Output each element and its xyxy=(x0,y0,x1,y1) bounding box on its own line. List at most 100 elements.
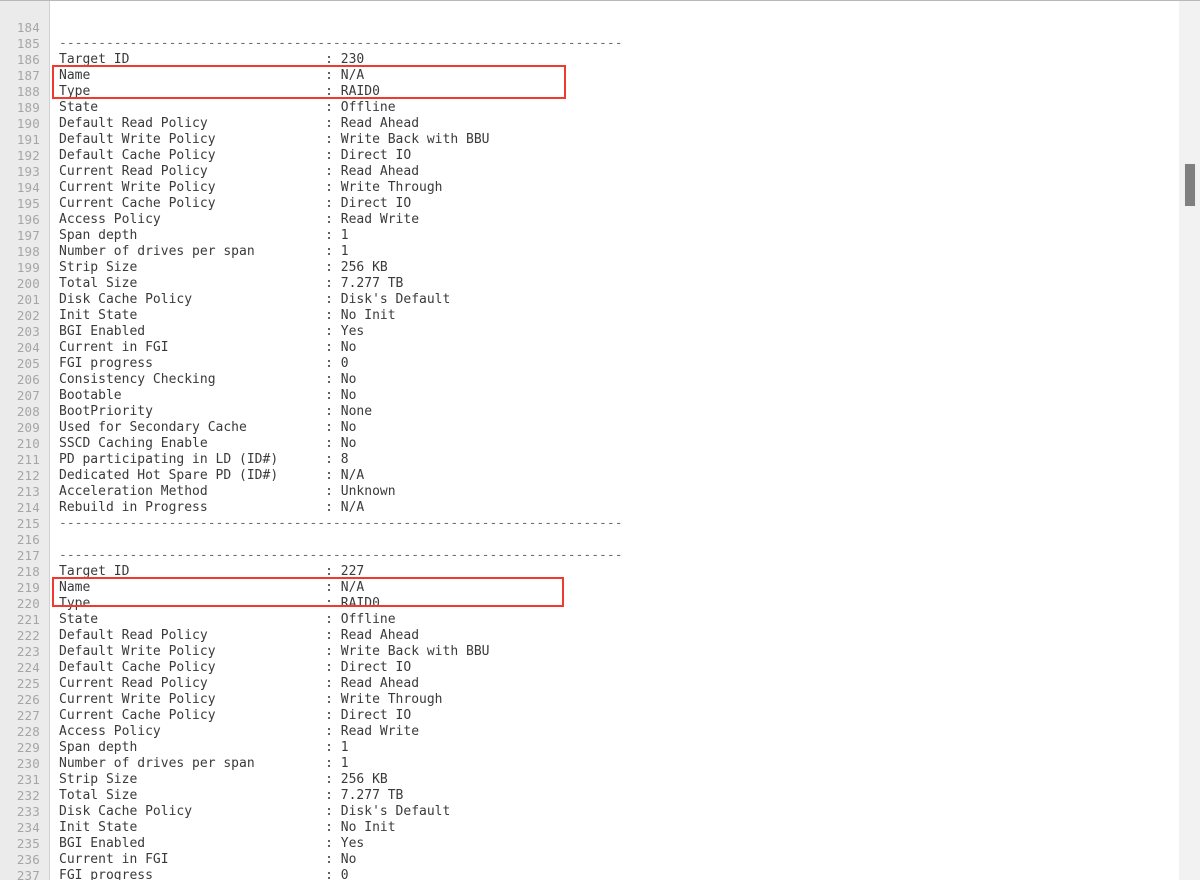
line-number: 186 xyxy=(16,52,40,67)
code-line[interactable]: Current Read Policy : Read Ahead xyxy=(59,164,420,179)
code-line[interactable]: Current in FGI : No xyxy=(59,340,357,355)
line-number-gutter: 184 185 186 187 188 189 190 191 192 193 194 195 196 1… xyxy=(0,1,50,880)
code-line[interactable]: Dedicated Hot Spare PD (ID#) : N/A xyxy=(59,468,365,483)
line-number: 208 xyxy=(16,404,40,419)
line-number: 193 xyxy=(16,164,40,179)
line-number: 221 xyxy=(16,612,40,627)
line-number: 216 xyxy=(16,532,40,547)
line-number: 237 xyxy=(16,868,40,880)
code-line[interactable]: Access Policy : Read Write xyxy=(59,212,420,227)
code-line[interactable]: SSCD Caching Enable : No xyxy=(59,436,357,451)
code-line[interactable]: Access Policy : Read Write xyxy=(59,724,420,739)
line-number: 220 xyxy=(16,596,40,611)
line-number: 206 xyxy=(16,372,40,387)
code-line[interactable]: Acceleration Method : Unknown xyxy=(59,484,396,499)
code-line[interactable]: Total Size : 7.277 TB xyxy=(59,276,404,291)
code-line[interactable]: Consistency Checking : No xyxy=(59,372,357,387)
code-line[interactable]: Strip Size : 256 KB xyxy=(59,260,388,275)
code-line[interactable]: Current in FGI : No xyxy=(59,852,357,867)
code-line[interactable]: Target ID : 227 xyxy=(59,564,365,579)
code-line[interactable]: Default Cache Policy : Direct IO xyxy=(59,660,412,675)
line-number: 200 xyxy=(16,276,40,291)
code-line[interactable]: Disk Cache Policy : Disk's Default xyxy=(59,804,451,819)
code-line[interactable]: Default Write Policy : Write Back with B… xyxy=(59,644,490,659)
line-number: 187 xyxy=(16,68,40,83)
code-line[interactable]: Init State : No Init xyxy=(59,820,396,835)
code-line[interactable]: ----------------------------------------… xyxy=(59,548,623,563)
line-number: 191 xyxy=(16,132,40,147)
line-number: 189 xyxy=(16,100,40,115)
line-number: 222 xyxy=(16,628,40,643)
line-number: 195 xyxy=(16,196,40,211)
line-number: 218 xyxy=(16,564,40,579)
code-line[interactable]: Default Cache Policy : Direct IO xyxy=(59,148,412,163)
code-line[interactable]: Number of drives per span : 1 xyxy=(59,756,349,771)
code-line[interactable]: Span depth : 1 xyxy=(59,740,349,755)
code-line[interactable]: Strip Size : 256 KB xyxy=(59,772,388,787)
line-number: 185 xyxy=(16,36,40,51)
code-line[interactable]: Target ID : 230 xyxy=(59,52,365,67)
code-line[interactable]: BootPriority : None xyxy=(59,404,373,419)
line-number: 217 xyxy=(16,548,40,563)
code-line[interactable]: State : Offline xyxy=(59,612,396,627)
line-number: 188 xyxy=(16,84,40,99)
line-number: 215 xyxy=(16,516,40,531)
code-line[interactable]: Current Write Policy : Write Through xyxy=(59,692,443,707)
line-number: 184 xyxy=(16,20,40,35)
code-line[interactable]: ----------------------------------------… xyxy=(59,36,623,51)
code-line[interactable]: ----------------------------------------… xyxy=(59,516,623,531)
line-number: 219 xyxy=(16,580,40,595)
code-line[interactable]: Total Size : 7.277 TB xyxy=(59,788,404,803)
line-number: 212 xyxy=(16,468,40,483)
line-number: 236 xyxy=(16,852,40,867)
code-line[interactable]: Disk Cache Policy : Disk's Default xyxy=(59,292,451,307)
line-number: 203 xyxy=(16,324,40,339)
code-line[interactable]: FGI progress : 0 xyxy=(59,356,349,371)
vertical-scrollbar-track[interactable] xyxy=(1178,1,1200,880)
line-number: 227 xyxy=(16,708,40,723)
code-line[interactable]: Current Cache Policy : Direct IO xyxy=(59,708,412,723)
code-line[interactable]: Current Read Policy : Read Ahead xyxy=(59,676,420,691)
code-line[interactable]: BGI Enabled : Yes xyxy=(59,324,365,339)
code-line[interactable]: Name : N/A xyxy=(59,580,365,595)
code-line[interactable]: PD participating in LD (ID#) : 8 xyxy=(59,452,349,467)
line-number: 229 xyxy=(16,740,40,755)
code-line[interactable]: Name : N/A xyxy=(59,68,365,83)
code-line[interactable]: Type : RAID0 xyxy=(59,84,380,99)
line-number: 232 xyxy=(16,788,40,803)
line-number: 209 xyxy=(16,420,40,435)
code-line[interactable]: Used for Secondary Cache : No xyxy=(59,420,357,435)
code-line[interactable]: Bootable : No xyxy=(59,388,357,403)
line-number: 202 xyxy=(16,308,40,323)
code-line[interactable]: BGI Enabled : Yes xyxy=(59,836,365,851)
line-number: 213 xyxy=(16,484,40,499)
line-number: 205 xyxy=(16,356,40,371)
code-line[interactable]: Default Read Policy : Read Ahead xyxy=(59,116,420,131)
code-line[interactable]: Init State : No Init xyxy=(59,308,396,323)
line-number: 228 xyxy=(16,724,40,739)
line-number: 196 xyxy=(16,212,40,227)
code-line[interactable]: Default Write Policy : Write Back with B… xyxy=(59,132,490,147)
code-line[interactable]: State : Offline xyxy=(59,100,396,115)
line-number: 230 xyxy=(16,756,40,771)
line-number: 211 xyxy=(16,452,40,467)
code-line[interactable]: Current Write Policy : Write Through xyxy=(59,180,443,195)
line-number: 197 xyxy=(16,228,40,243)
code-line[interactable]: FGI progress : 0 xyxy=(59,868,349,880)
line-number: 207 xyxy=(16,388,40,403)
code-line[interactable]: Type : RAID0 xyxy=(59,596,380,611)
line-number: 224 xyxy=(16,660,40,675)
code-line[interactable]: Current Cache Policy : Direct IO xyxy=(59,196,412,211)
code-line[interactable]: Rebuild in Progress : N/A xyxy=(59,500,365,515)
line-number: 199 xyxy=(16,260,40,275)
code-line[interactable]: Default Read Policy : Read Ahead xyxy=(59,628,420,643)
vertical-scrollbar-thumb[interactable] xyxy=(1184,163,1196,207)
line-number: 204 xyxy=(16,340,40,355)
line-number: 210 xyxy=(16,436,40,451)
line-number: 223 xyxy=(16,644,40,659)
code-line[interactable]: Number of drives per span : 1 xyxy=(59,244,349,259)
code-line[interactable]: Span depth : 1 xyxy=(59,228,349,243)
